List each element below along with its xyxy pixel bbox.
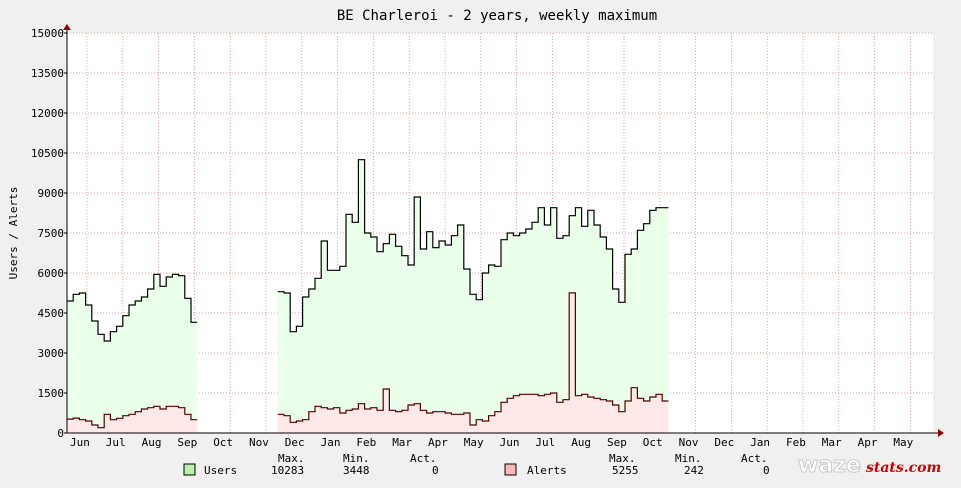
axes	[63, 24, 944, 437]
legend-users-max: 10283	[271, 464, 304, 477]
x-tick-label: Jun	[70, 436, 90, 449]
x-tick-label: Jul	[535, 436, 555, 449]
x-tick-label: Dec	[285, 436, 305, 449]
legend: Max. Min. Act. Users 10283 3448 0 Max. M…	[183, 452, 770, 477]
legend-alerts-min: 242	[684, 464, 704, 477]
x-tick-label: Sep	[607, 436, 627, 449]
x-tick-label: Aug	[571, 436, 591, 449]
x-tick-label: Oct	[643, 436, 663, 449]
x-tick-label: Mar	[822, 436, 842, 449]
x-tick-label: Nov	[249, 436, 269, 449]
y-axis-label: Users / Alerts	[7, 187, 20, 280]
y-tick-label: 3000	[38, 347, 65, 360]
logo-text-stats: stats.com	[866, 460, 941, 476]
series-line-alerts	[67, 405, 198, 429]
x-axis-arrow	[938, 429, 944, 437]
legend-swatch-users	[183, 463, 196, 476]
y-tick-label: 15000	[31, 27, 64, 40]
x-tick-label: Nov	[679, 436, 699, 449]
y-tick-label: 1500	[38, 387, 65, 400]
x-tick-label: Aug	[142, 436, 162, 449]
y-tick-label: 6000	[38, 267, 65, 280]
x-tick-label: Apr	[858, 436, 878, 449]
x-tick-label: May	[464, 436, 484, 449]
series-area-alerts	[67, 406, 198, 433]
legend-header-min-alerts: Min.	[675, 452, 702, 465]
x-tick-label: Mar	[392, 436, 412, 449]
x-tick-label: Sep	[177, 436, 197, 449]
y-tick-label: 0	[57, 427, 64, 440]
legend-header-max-alerts: Max.	[609, 452, 636, 465]
legend-swatch-alerts	[504, 463, 517, 476]
series-line-alerts	[277, 292, 669, 426]
y-tick-label: 10500	[31, 147, 64, 160]
x-tick-label: Jan	[321, 436, 341, 449]
y-tick-label: 9000	[38, 187, 65, 200]
legend-users-min: 3448	[343, 464, 370, 477]
wazestats-logo: waze stats.com	[798, 453, 942, 479]
legend-alerts-max: 5255	[612, 464, 639, 477]
x-tick-label: Jul	[106, 436, 126, 449]
legend-label-alerts: Alerts	[527, 464, 567, 477]
legend-alerts-act: 0	[763, 464, 770, 477]
legend-users-act: 0	[432, 464, 439, 477]
legend-header-min-users: Min.	[343, 452, 370, 465]
x-tick-label: Feb	[786, 436, 806, 449]
series-area-users	[67, 274, 198, 433]
x-tick-label: Oct	[213, 436, 233, 449]
legend-label-users: Users	[204, 464, 237, 477]
y-tick-labels: 0 1500 3000 4500 6000 7500 9000 10500 12000 13500…	[31, 27, 64, 440]
x-tick-labels: Jun Jul Aug Sep Oct Nov Dec Jan Feb Mar Apr May Jun J…	[70, 436, 914, 449]
series-line-users	[67, 273, 198, 342]
x-tick-label: Jun	[500, 436, 520, 449]
series-area-alerts	[277, 292, 669, 433]
y-tick-label: 7500	[38, 227, 65, 240]
series-line-users	[277, 159, 669, 333]
legend-header-max-users: Max.	[278, 452, 305, 465]
logo-text-waze: waze	[798, 453, 861, 478]
x-tick-label: Apr	[428, 436, 448, 449]
y-tick-label: 13500	[31, 67, 64, 80]
x-tick-label: Jan	[750, 436, 770, 449]
series-lines	[67, 159, 669, 429]
x-tick-label: Feb	[356, 436, 376, 449]
legend-header-act-users: Act.	[410, 452, 437, 465]
y-tick-label: 4500	[38, 307, 65, 320]
chart-title: BE Charleroi - 2 years, weekly maximum	[337, 8, 657, 24]
y-tick-label: 12000	[31, 107, 64, 120]
x-tick-label: May	[893, 436, 913, 449]
legend-header-act-alerts: Act.	[741, 452, 768, 465]
y-axis-arrow	[63, 24, 71, 30]
series-areas	[67, 159, 669, 433]
x-tick-label: Dec	[714, 436, 734, 449]
